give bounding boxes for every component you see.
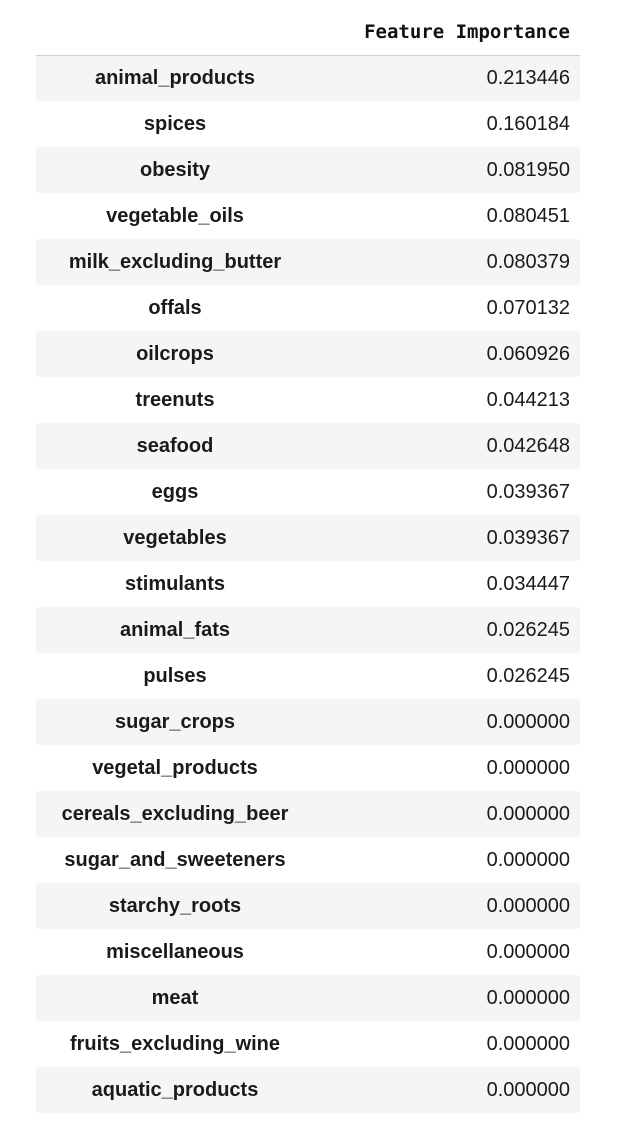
- feature-name-cell: vegetable_oils: [106, 204, 244, 227]
- importance-value-cell: 0.213446: [486, 66, 570, 89]
- table-row: spices 0.160184: [36, 101, 580, 147]
- table-row: milk_excluding_butter 0.080379: [36, 239, 580, 285]
- importance-value-cell: 0.000000: [486, 756, 570, 779]
- feature-name-cell: offals: [148, 296, 202, 319]
- table-row: starchy_roots 0.000000: [36, 883, 580, 929]
- importance-value-cell: 0.000000: [486, 710, 570, 733]
- importance-value-cell: 0.080379: [486, 250, 570, 273]
- importance-value-cell: 0.034447: [486, 572, 570, 595]
- importance-value-cell: 0.039367: [486, 526, 570, 549]
- feature-name-cell: vegetables: [123, 526, 227, 549]
- feature-name-cell: eggs: [151, 480, 199, 503]
- table-row: treenuts 0.044213: [36, 377, 580, 423]
- table-row: oilcrops 0.060926: [36, 331, 580, 377]
- feature-name-cell: starchy_roots: [108, 894, 242, 917]
- table-row: animal_fats 0.026245: [36, 607, 580, 653]
- importance-value-cell: 0.000000: [486, 848, 570, 871]
- importance-value-cell: 0.080451: [486, 204, 570, 227]
- feature-name-cell: treenuts: [135, 388, 215, 411]
- table-row: fruits_excluding_wine 0.000000: [36, 1021, 580, 1067]
- importance-value-cell: 0.000000: [486, 1032, 570, 1055]
- table-row: sugar_crops 0.000000: [36, 699, 580, 745]
- table-row: meat 0.000000: [36, 975, 580, 1021]
- importance-value-cell: 0.160184: [486, 112, 570, 135]
- feature-name-cell: vegetal_products: [92, 756, 258, 779]
- feature-name-cell: pulses: [143, 664, 207, 687]
- feature-importance-table: Feature Importance animal_products 0.2134…: [36, 10, 580, 1113]
- table-row: miscellaneous 0.000000: [36, 929, 580, 975]
- importance-value-cell: 0.000000: [486, 1078, 570, 1101]
- table-row: pulses 0.026245: [36, 653, 580, 699]
- feature-name-cell: animal_products: [94, 66, 256, 89]
- table-row: seafood 0.042648: [36, 423, 580, 469]
- table-row: eggs 0.039367: [36, 469, 580, 515]
- feature-name-cell: milk_excluding_butter: [68, 250, 282, 273]
- table-row: aquatic_products 0.000000: [36, 1067, 580, 1113]
- feature-name-cell: stimulants: [124, 572, 226, 595]
- importance-value-cell: 0.000000: [486, 802, 570, 825]
- feature-name-cell: spices: [143, 112, 207, 135]
- importance-value-cell: 0.000000: [486, 986, 570, 1009]
- feature-name-cell: obesity: [139, 158, 211, 181]
- feature-name-cell: animal_fats: [119, 618, 231, 641]
- feature-name-cell: aquatic_products: [91, 1078, 259, 1101]
- feature-name-cell: seafood: [136, 434, 214, 457]
- importance-value-cell: 0.039367: [486, 480, 570, 503]
- feature-name-cell: cereals_excluding_beer: [61, 802, 289, 825]
- importance-value-cell: 0.044213: [486, 388, 570, 411]
- feature-name-cell: sugar_crops: [114, 710, 236, 733]
- table-header: Feature Importance: [36, 10, 580, 56]
- importance-value-cell: 0.000000: [486, 940, 570, 963]
- feature-name-cell: meat: [151, 986, 199, 1009]
- feature-importance-column-header: Feature Importance: [314, 10, 580, 56]
- feature-name-cell: fruits_excluding_wine: [69, 1032, 281, 1055]
- importance-value-cell: 0.070132: [486, 296, 570, 319]
- table-row: stimulants 0.034447: [36, 561, 580, 607]
- index-column-header: [36, 10, 314, 56]
- table-row: vegetables 0.039367: [36, 515, 580, 561]
- importance-value-cell: 0.081950: [486, 158, 570, 181]
- table-row: offals 0.070132: [36, 285, 580, 331]
- table-row: cereals_excluding_beer 0.000000: [36, 791, 580, 837]
- importance-value-cell: 0.000000: [486, 894, 570, 917]
- header-row: Feature Importance: [36, 10, 580, 56]
- importance-value-cell: 0.060926: [486, 342, 570, 365]
- feature-name-cell: sugar_and_sweeteners: [64, 848, 286, 871]
- table-row: sugar_and_sweeteners 0.000000: [36, 837, 580, 883]
- importance-value-cell: 0.026245: [486, 618, 570, 641]
- table-row: obesity 0.081950: [36, 147, 580, 193]
- importance-value-cell: 0.026245: [486, 664, 570, 687]
- table-row: vegetable_oils 0.080451: [36, 193, 580, 239]
- feature-name-cell: miscellaneous: [106, 940, 244, 963]
- table-row: animal_products 0.213446: [36, 55, 580, 101]
- importance-value-cell: 0.042648: [486, 434, 570, 457]
- table-row: vegetal_products 0.000000: [36, 745, 580, 791]
- table-body: animal_products 0.213446 spices 0.160184 obe…: [36, 55, 580, 1113]
- feature-name-cell: oilcrops: [136, 342, 214, 365]
